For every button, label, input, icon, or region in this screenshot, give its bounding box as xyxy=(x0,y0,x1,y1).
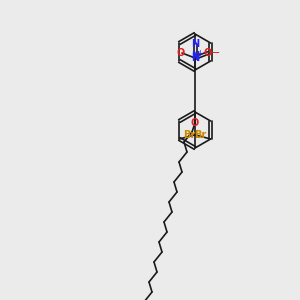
Text: +: + xyxy=(196,49,203,58)
Text: O: O xyxy=(191,118,199,128)
Text: O: O xyxy=(204,48,212,58)
Text: O: O xyxy=(177,48,185,58)
Text: Br: Br xyxy=(194,130,206,140)
Text: N: N xyxy=(191,53,199,63)
Text: Br: Br xyxy=(184,130,196,140)
Text: N: N xyxy=(191,51,199,61)
Text: −: − xyxy=(211,48,221,58)
Text: N: N xyxy=(191,39,199,49)
